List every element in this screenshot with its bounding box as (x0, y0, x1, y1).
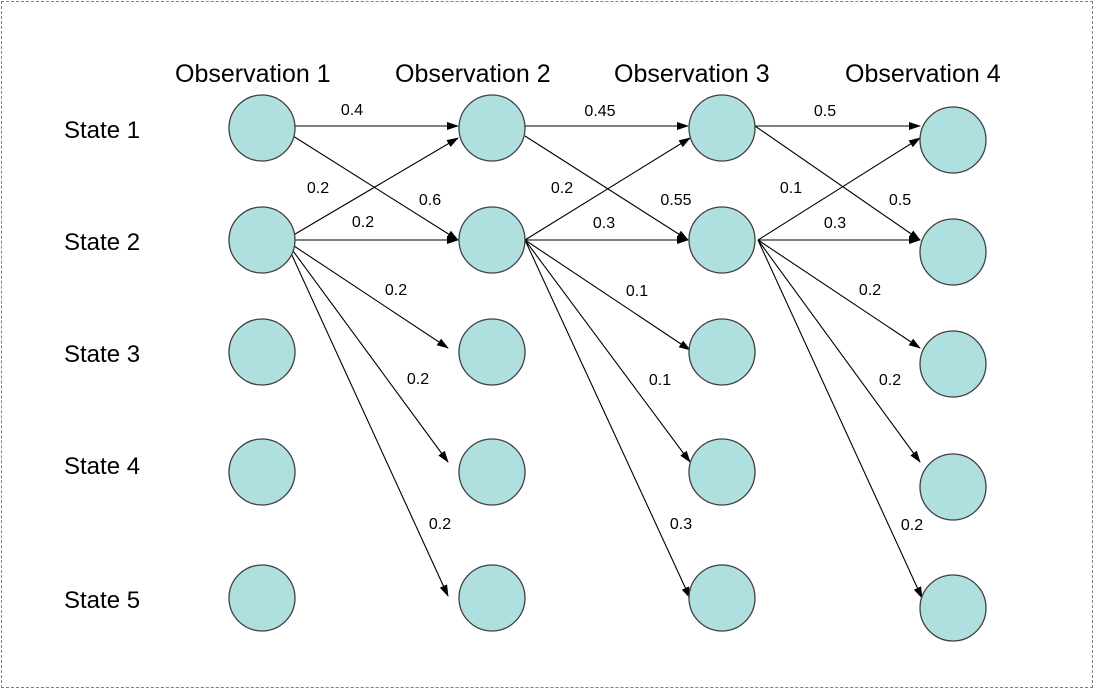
state-node-obs3-state2 (688, 206, 756, 274)
state-node-obs4-state1 (919, 106, 987, 174)
transition-probability-label: 0.55 (660, 192, 691, 209)
transition-probability-label: 0.45 (584, 103, 615, 120)
transition-probability-label: 0.6 (419, 192, 441, 209)
transition-arrow-o1s1-o2s2 (292, 135, 459, 241)
state-node-obs1-state3 (228, 318, 296, 386)
state-node-obs2-state1 (458, 94, 526, 162)
state-1-label: State 1 (64, 117, 140, 144)
transition-arrow-o1s2-o2s4 (284, 239, 449, 463)
observation-4-header: Observation 4 (845, 60, 1001, 88)
transition-arrow-o3s2-o4s5 (757, 239, 923, 599)
transition-arrow-o2s2-o3s3 (524, 239, 691, 351)
state-node-obs4-state5 (919, 574, 987, 642)
state-node-obs1-state4 (228, 438, 296, 506)
transition-probability-label: 0.4 (341, 102, 363, 119)
state-node-obs2-state5 (458, 564, 526, 632)
state-node-obs4-state2 (919, 218, 987, 286)
transition-probability-label: 0.1 (626, 283, 648, 300)
state-3-label: State 3 (64, 341, 140, 368)
state-node-obs3-state5 (688, 564, 756, 632)
transition-arrow-o3s2-o4s4 (757, 239, 921, 463)
state-node-obs4-state3 (919, 330, 987, 398)
state-node-obs3-state1 (688, 94, 756, 162)
transition-probability-label: 0.2 (385, 282, 407, 299)
observation-2-header: Observation 2 (395, 60, 551, 88)
state-node-obs2-state2 (458, 206, 526, 274)
transition-arrow-o1s2-o2s5 (284, 239, 449, 597)
state-4-label: State 4 (64, 453, 140, 480)
state-5-label: State 5 (64, 587, 140, 614)
transition-arrow-o3s2-o4s3 (757, 239, 921, 349)
transition-probability-label: 0.3 (824, 215, 846, 232)
transition-probability-label: 0.2 (901, 517, 923, 534)
observation-3-header: Observation 3 (614, 60, 770, 88)
state-node-obs1-state5 (228, 564, 296, 632)
transition-probability-label: 0.5 (889, 192, 911, 209)
state-node-obs2-state4 (458, 438, 526, 506)
transition-probability-label: 0.2 (879, 372, 901, 389)
observation-1-header: Observation 1 (175, 60, 331, 88)
transition-probability-label: 0.2 (352, 214, 374, 231)
state-2-label: State 2 (64, 229, 140, 256)
transition-edges (284, 122, 923, 599)
transition-arrow-o3s1-o4s2 (754, 125, 921, 241)
transition-arrow-o2s2-o3s5 (524, 239, 691, 599)
state-node-obs3-state4 (688, 438, 756, 506)
transition-arrow-o2s2-o3s1 (524, 137, 691, 241)
transition-probability-label: 0.3 (670, 516, 692, 533)
transition-arrow-o2s1-o3s2 (524, 135, 689, 241)
transition-probability-label: 0.2 (429, 516, 451, 533)
transition-arrow-o3s2-o4s1 (757, 137, 921, 241)
transition-arrow-o1s2-o2s1 (284, 137, 459, 241)
transition-probability-label: 0.3 (593, 215, 615, 232)
transition-probability-label: 0.2 (551, 180, 573, 197)
transition-probability-label: 0.2 (407, 371, 429, 388)
state-node-obs2-state3 (458, 318, 526, 386)
transition-probability-label: 0.2 (859, 282, 881, 299)
state-node-obs1-state1 (228, 94, 296, 162)
transition-probability-label: 0.1 (780, 180, 802, 197)
transition-probability-label: 0.5 (814, 103, 836, 120)
state-nodes (228, 94, 987, 642)
state-node-obs4-state4 (919, 453, 987, 521)
transition-probability-label: 0.2 (307, 180, 329, 197)
transition-probability-label: 0.1 (649, 372, 671, 389)
transition-arrow-o1s2-o2s3 (284, 239, 449, 349)
state-node-obs1-state2 (228, 206, 296, 274)
transition-labels: 0.4 0.6 0.2 0.2 0.2 0.2 0.2 0.45 0.55 0.2 0.3 0.1 0.… (307, 102, 923, 534)
state-node-obs3-state3 (688, 318, 756, 386)
transition-arrow-o2s2-o3s4 (524, 239, 691, 463)
